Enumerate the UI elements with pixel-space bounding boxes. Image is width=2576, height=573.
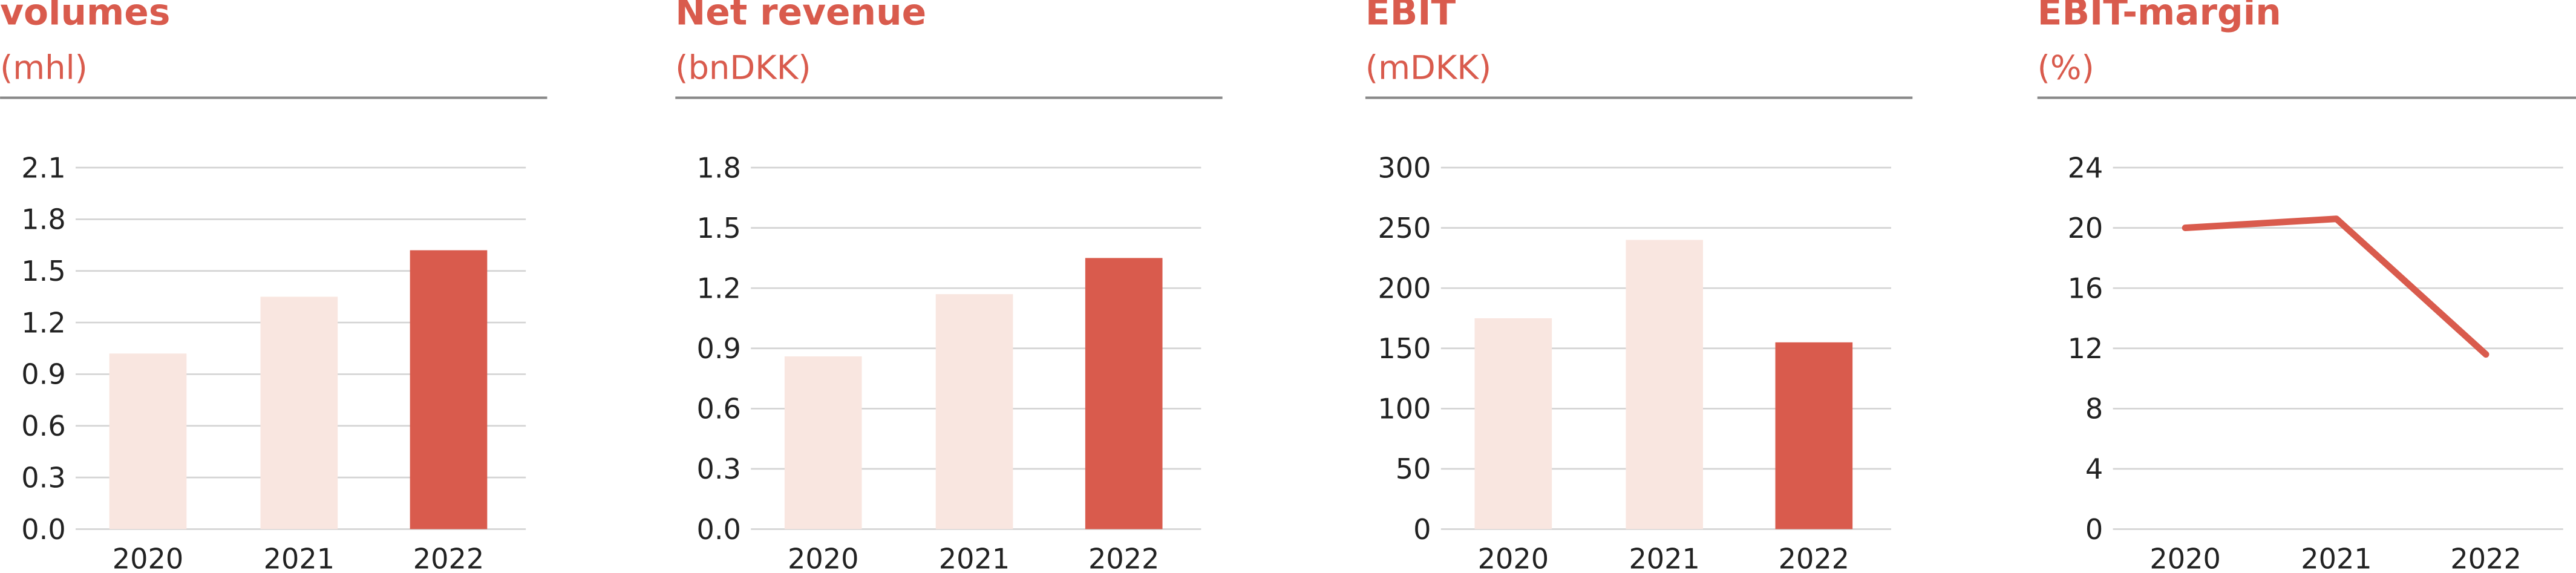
y-tick-label: 0 bbox=[1413, 513, 1431, 546]
y-tick-label: 1.2 bbox=[21, 306, 65, 339]
bar bbox=[784, 356, 862, 529]
bar bbox=[1626, 240, 1704, 529]
y-tick-label: 1.2 bbox=[697, 272, 741, 304]
y-tick-label: 1.8 bbox=[697, 151, 741, 184]
chart-title: Net revenue bbox=[675, 0, 926, 34]
bar bbox=[1085, 258, 1163, 529]
chart-title: EBIT bbox=[1365, 0, 1456, 34]
x-tick-label: 2022 bbox=[2450, 543, 2521, 573]
y-tick-label: 250 bbox=[1378, 212, 1431, 244]
line bbox=[2182, 215, 2489, 358]
bar bbox=[1775, 342, 1853, 529]
x-tick-label: 2021 bbox=[939, 543, 1010, 573]
y-tick-label: 0.9 bbox=[21, 358, 65, 391]
chart-unit: (%) bbox=[2038, 48, 2094, 87]
y-tick-label: 0 bbox=[2085, 513, 2103, 546]
y-tick-label: 0.6 bbox=[21, 410, 65, 442]
y-tick-label: 0.6 bbox=[697, 393, 741, 425]
x-tick-label: 2020 bbox=[1478, 543, 1549, 573]
x-tick-label: 2020 bbox=[2149, 543, 2220, 573]
bar bbox=[260, 296, 338, 529]
bar bbox=[410, 250, 488, 529]
chart-unit: (bnDKK) bbox=[675, 48, 811, 87]
y-tick-label: 150 bbox=[1378, 332, 1431, 365]
chart-title: EBIT-margin bbox=[2038, 0, 2281, 34]
y-tick-label: 50 bbox=[1396, 453, 1431, 485]
y-tick-label: 20 bbox=[2068, 212, 2104, 244]
x-tick-label: 2022 bbox=[413, 543, 484, 573]
chart-title: volumes bbox=[0, 0, 170, 34]
y-tick-label: 200 bbox=[1378, 272, 1431, 304]
y-tick-label: 1.5 bbox=[697, 212, 741, 244]
x-tick-label: 2021 bbox=[264, 543, 335, 573]
bar bbox=[1474, 318, 1552, 529]
bar bbox=[109, 353, 187, 529]
y-tick-label: 2.1 bbox=[21, 151, 65, 184]
y-tick-label: 1.5 bbox=[21, 255, 65, 287]
x-tick-label: 2022 bbox=[1088, 543, 1159, 573]
x-tick-label: 2020 bbox=[113, 543, 183, 573]
chart-panel: EBIT (mDKK) 0 50 100 150 200 250 300 2020 2021 2022 bbox=[1365, 0, 1913, 573]
y-tick-label: 0.3 bbox=[697, 453, 741, 485]
bar bbox=[935, 294, 1013, 529]
chart-panel: EBIT-margin (%) 0 4 8 12 16 20 24 2020 2021 2022 bbox=[2037, 0, 2576, 573]
x-tick-label: 2021 bbox=[2301, 543, 2372, 573]
y-tick-label: 24 bbox=[2068, 151, 2104, 184]
y-tick-label: 16 bbox=[2068, 272, 2104, 304]
y-tick-label: 300 bbox=[1378, 151, 1431, 184]
y-tick-label: 100 bbox=[1378, 393, 1431, 425]
x-tick-label: 2022 bbox=[1779, 543, 1849, 573]
y-tick-label: 8 bbox=[2085, 393, 2103, 425]
y-tick-label: 0.0 bbox=[697, 513, 741, 546]
chart-unit: (mhl) bbox=[0, 48, 88, 87]
y-tick-label: 12 bbox=[2068, 332, 2104, 365]
y-tick-label: 0.3 bbox=[21, 461, 65, 494]
chart-panel: volumes (mhl) 0.0 0.3 0.6 0.9 1.2 1.5 1.8 2.1 2020… bbox=[0, 0, 548, 573]
x-tick-label: 2021 bbox=[1629, 543, 1699, 573]
x-tick-label: 2020 bbox=[788, 543, 858, 573]
chart-panel: Net revenue (bnDKK) 0.0 0.3 0.6 0.9 1.2 1.5 1.8 2… bbox=[675, 0, 1223, 573]
chart-unit: (mDKK) bbox=[1365, 48, 1491, 87]
y-tick-label: 4 bbox=[2085, 453, 2103, 485]
y-tick-label: 0.0 bbox=[21, 513, 65, 546]
y-tick-label: 0.9 bbox=[697, 332, 741, 365]
y-tick-label: 1.8 bbox=[21, 203, 65, 236]
